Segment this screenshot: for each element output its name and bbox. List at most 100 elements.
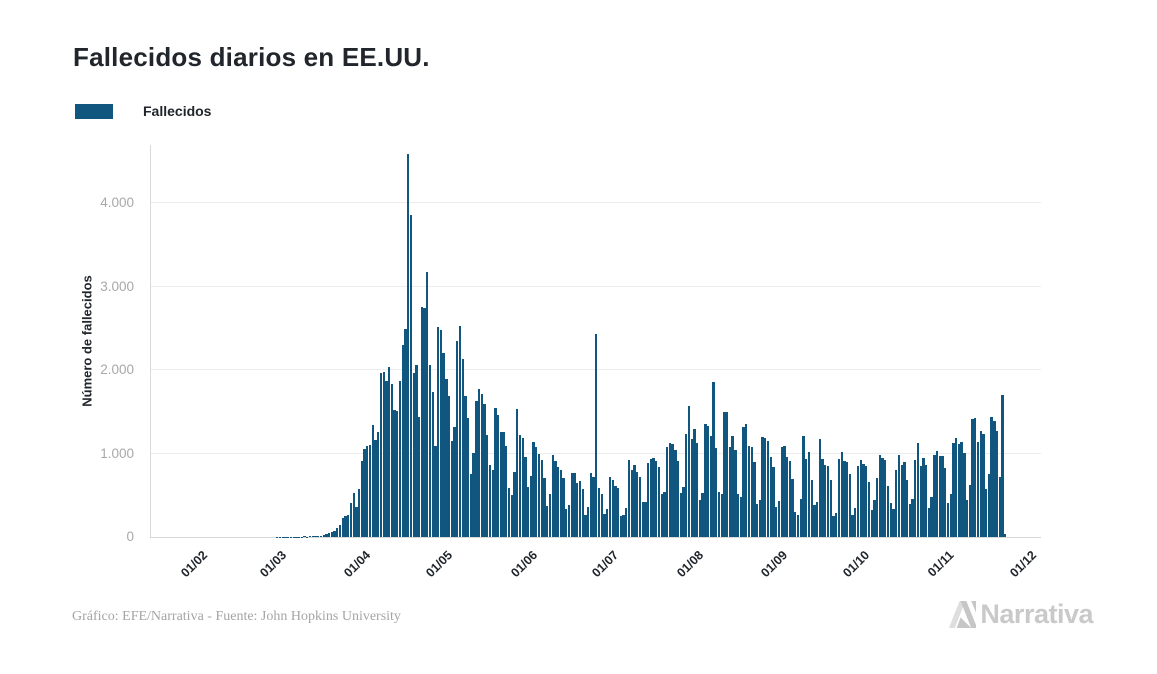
bar[interactable] xyxy=(450,440,453,537)
bar[interactable] xyxy=(573,473,576,537)
bar[interactable] xyxy=(788,461,792,537)
bar[interactable] xyxy=(925,464,928,537)
bar[interactable] xyxy=(734,449,737,537)
bar[interactable] xyxy=(608,476,612,537)
bar[interactable] xyxy=(314,536,317,537)
bar[interactable] xyxy=(417,417,421,537)
bar[interactable] xyxy=(671,444,674,537)
bar[interactable] xyxy=(897,454,901,537)
bar[interactable] xyxy=(971,418,974,537)
bar[interactable] xyxy=(766,441,770,537)
bar[interactable] xyxy=(527,486,530,537)
bar[interactable] xyxy=(426,271,429,537)
bar[interactable] xyxy=(586,507,590,537)
bar[interactable] xyxy=(543,477,546,537)
bar[interactable] xyxy=(518,435,522,537)
bar[interactable] xyxy=(513,472,516,537)
bar[interactable] xyxy=(720,494,723,537)
bar[interactable] xyxy=(796,514,800,537)
bar[interactable] xyxy=(813,504,816,537)
bar[interactable] xyxy=(807,452,811,537)
bar[interactable] xyxy=(646,462,650,537)
bar[interactable] xyxy=(385,381,388,537)
bar[interactable] xyxy=(319,535,323,537)
bar[interactable] xyxy=(870,510,873,537)
bar[interactable] xyxy=(687,406,691,537)
bar[interactable] xyxy=(415,365,418,537)
bar[interactable] xyxy=(747,446,751,537)
bar[interactable] xyxy=(690,438,693,537)
bar[interactable] xyxy=(745,423,748,537)
bar[interactable] xyxy=(551,455,554,537)
bar[interactable] xyxy=(780,446,783,537)
bar[interactable] xyxy=(783,446,786,537)
bar[interactable] xyxy=(769,457,772,537)
bar[interactable] xyxy=(532,442,535,537)
bar[interactable] xyxy=(974,417,977,537)
bar[interactable] xyxy=(333,531,336,537)
bar[interactable] xyxy=(775,506,778,537)
bar[interactable] xyxy=(467,418,470,537)
bar[interactable] xyxy=(750,447,753,537)
bar[interactable] xyxy=(491,469,494,537)
bar[interactable] xyxy=(829,480,832,537)
bar[interactable] xyxy=(955,438,958,537)
legend[interactable]: Fallecidos xyxy=(75,103,211,119)
bar[interactable] xyxy=(995,431,999,537)
bar[interactable] xyxy=(993,421,996,537)
bar[interactable] xyxy=(303,536,306,537)
bar[interactable] xyxy=(682,487,685,537)
bar[interactable] xyxy=(614,485,617,537)
bar[interactable] xyxy=(865,466,868,537)
bar[interactable] xyxy=(761,436,764,537)
bar[interactable] xyxy=(521,437,524,537)
bar[interactable] xyxy=(524,456,527,537)
bar[interactable] xyxy=(987,473,991,537)
bar[interactable] xyxy=(529,476,533,537)
bar[interactable] xyxy=(840,451,843,537)
bar[interactable] xyxy=(736,494,740,537)
bar[interactable] xyxy=(976,441,980,537)
bar[interactable] xyxy=(475,401,478,537)
bar[interactable] xyxy=(668,443,672,537)
bar[interactable] xyxy=(562,477,565,537)
bar[interactable] xyxy=(965,499,969,537)
bar[interactable] xyxy=(627,459,631,537)
bar[interactable] xyxy=(772,466,775,537)
bar[interactable] xyxy=(794,512,797,537)
bar[interactable] xyxy=(396,411,399,537)
bar[interactable] xyxy=(393,409,396,537)
bar[interactable] xyxy=(1001,394,1004,537)
bar[interactable] xyxy=(330,532,333,537)
bar[interactable] xyxy=(404,329,407,537)
bar[interactable] xyxy=(843,461,846,537)
bar[interactable] xyxy=(815,501,819,537)
bar[interactable] xyxy=(968,485,971,537)
bar[interactable] xyxy=(387,367,391,537)
bar[interactable] xyxy=(589,472,592,537)
bar[interactable] xyxy=(655,461,658,537)
bar[interactable] xyxy=(355,506,358,537)
bar[interactable] xyxy=(570,472,573,537)
bar[interactable] xyxy=(592,476,595,537)
bar[interactable] xyxy=(652,458,655,537)
bar[interactable] xyxy=(712,381,715,537)
bar[interactable] xyxy=(821,458,824,537)
bar[interactable] xyxy=(595,333,598,537)
bar[interactable] xyxy=(963,453,966,537)
bar[interactable] xyxy=(914,459,917,537)
bar[interactable] xyxy=(649,458,652,537)
bar[interactable] xyxy=(723,411,726,537)
bar[interactable] xyxy=(930,497,933,537)
bar[interactable] xyxy=(507,487,511,537)
bar[interactable] xyxy=(644,502,647,537)
bar[interactable] xyxy=(938,456,941,537)
bar[interactable] xyxy=(696,442,699,537)
bar[interactable] xyxy=(325,533,328,537)
bar[interactable] xyxy=(957,444,961,537)
bar[interactable] xyxy=(597,487,601,537)
bar[interactable] xyxy=(674,449,677,537)
bar[interactable] xyxy=(777,500,781,537)
bar[interactable] xyxy=(423,308,426,537)
bar[interactable] xyxy=(786,457,789,537)
